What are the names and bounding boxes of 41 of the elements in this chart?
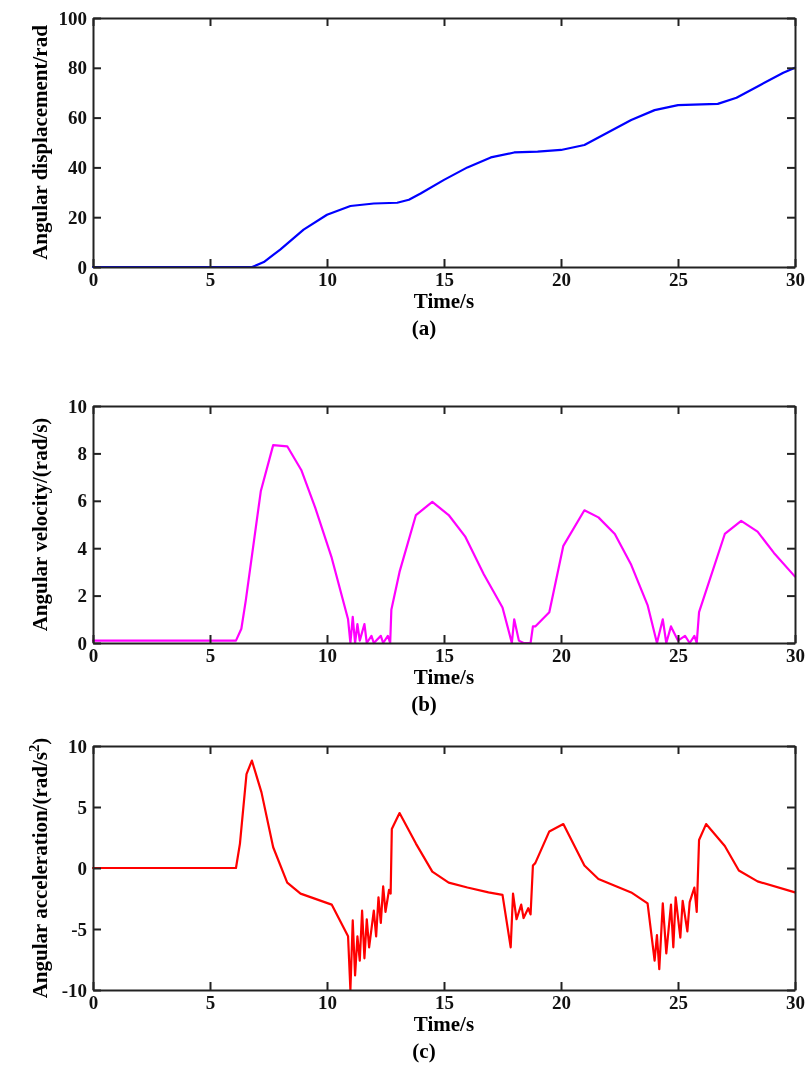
x-tick-label: 5: [205, 645, 216, 667]
x-axis-title: Time/s: [413, 665, 475, 689]
x-axis-title: Time/s: [413, 289, 475, 313]
y-axis-title: Angular velocity/(rad/s): [28, 417, 52, 632]
y-tick-label: 10: [68, 735, 87, 757]
x-tick-label: 15: [435, 992, 454, 1014]
y-tick-label: 10: [68, 395, 87, 417]
y-tick-label: -10: [61, 979, 87, 1001]
x-axis-title: Time/s: [413, 1012, 475, 1036]
x-tick-label: 20: [552, 645, 571, 667]
y-tick-label: 2: [77, 585, 87, 607]
x-tick-label: 25: [669, 269, 688, 291]
y-axis-title: Angular displacement/rad: [28, 24, 52, 260]
y-tick-label: 80: [68, 57, 87, 79]
x-tick-label: 30: [786, 992, 805, 1014]
x-tick-label: 25: [669, 645, 688, 667]
y-tick-label: 8: [77, 442, 87, 464]
y-tick-label: 0: [77, 857, 87, 879]
y-tick-label: 6: [77, 490, 87, 512]
y-tick-label: 60: [68, 107, 87, 129]
y-tick-label: 5: [77, 796, 87, 818]
x-tick-label: 5: [205, 269, 216, 291]
x-tick-label: 10: [318, 992, 337, 1014]
x-tick-label: 30: [786, 269, 805, 291]
y-tick-label: 20: [68, 206, 87, 228]
x-tick-label: 15: [435, 269, 454, 291]
x-tick-label: 10: [318, 645, 337, 667]
y-tick-label: -5: [71, 918, 87, 940]
x-tick-label: 30: [786, 645, 805, 667]
x-tick-label: 25: [669, 992, 688, 1014]
x-tick-label: 20: [552, 269, 571, 291]
y-tick-label: 40: [68, 156, 87, 178]
text: (a): [411, 316, 437, 340]
y-tick-label: 4: [77, 537, 88, 559]
text: (b): [411, 692, 437, 716]
x-tick-label: 20: [552, 992, 571, 1014]
text: (c): [412, 1039, 436, 1063]
y-tick-label: 100: [58, 7, 87, 29]
x-tick-label: 5: [205, 992, 216, 1014]
x-tick-label: 15: [435, 645, 454, 667]
x-tick-label: 10: [318, 269, 337, 291]
